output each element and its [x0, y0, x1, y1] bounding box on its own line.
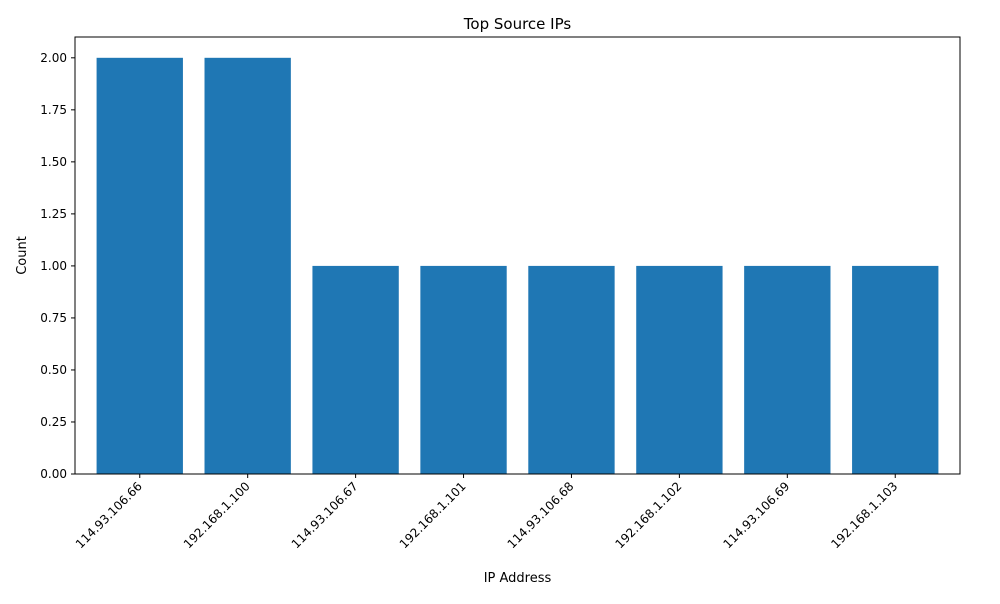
- bar-192.168.1.100: [204, 57, 291, 475]
- y-tick-label: 1.75: [40, 103, 67, 117]
- y-tick-label: 0.50: [40, 363, 67, 377]
- y-tick-label: 0.75: [40, 311, 67, 325]
- y-tick-label: 2.00: [40, 51, 67, 65]
- x-tick-label: 114.93.106.67: [289, 479, 361, 551]
- bar-192.168.1.103: [852, 265, 939, 474]
- x-axis-label: IP Address: [484, 571, 552, 586]
- bar-114.93.106.69: [744, 265, 831, 474]
- chart-title: Top Source IPs: [463, 15, 572, 33]
- y-tick-label: 1.25: [40, 207, 67, 221]
- y-tick-label: 1.50: [40, 155, 67, 169]
- x-tick-label: 114.93.106.68: [505, 479, 577, 551]
- bar-192.168.1.101: [420, 265, 507, 474]
- bar-114.93.106.68: [528, 265, 615, 474]
- bar-192.168.1.102: [636, 265, 723, 474]
- bar-114.93.106.66: [96, 57, 183, 475]
- bars-group: [96, 57, 939, 475]
- x-tick-label: 192.168.1.101: [397, 479, 469, 551]
- x-tick-label: 192.168.1.102: [613, 479, 685, 551]
- bar-114.93.106.67: [312, 265, 399, 474]
- y-tick-label: 0.25: [40, 415, 67, 429]
- y-tick-label: 1.00: [40, 259, 67, 273]
- x-tick-label: 192.168.1.100: [181, 479, 253, 551]
- y-axis-label: Count: [15, 236, 30, 275]
- plot-frame: [74, 36, 961, 475]
- x-axis-ticks: 114.93.106.66 192.168.1.100 114.93.106.67 1…: [73, 474, 900, 551]
- x-tick-label: 192.168.1.103: [828, 479, 900, 551]
- y-tick-label: 0.00: [40, 467, 67, 481]
- x-tick-label: 114.93.106.66: [73, 479, 145, 551]
- x-tick-label: 114.93.106.69: [720, 479, 792, 551]
- y-axis-ticks: 0.00 0.25 0.50 0.75 1.00 1.25 1.50 1.75 2.00: [40, 51, 75, 481]
